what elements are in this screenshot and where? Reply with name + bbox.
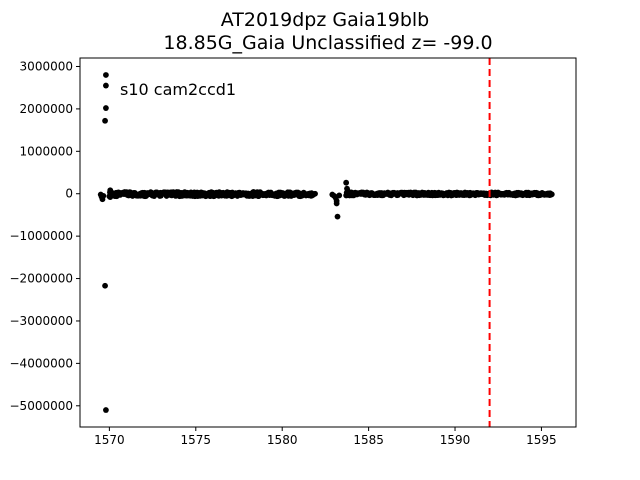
x-axis: 1570 1575 1580 1585 1590 1595	[94, 427, 557, 447]
data-point	[548, 191, 555, 198]
x-tick-label: 1590	[440, 433, 471, 447]
y-tick-label: 2000000	[20, 102, 73, 116]
plot-area	[80, 58, 576, 427]
data-layer	[97, 72, 555, 413]
x-tick-label: 1580	[267, 433, 298, 447]
data-point	[103, 407, 109, 413]
data-point	[103, 82, 109, 89]
x-tick-label: 1575	[181, 433, 212, 447]
x-tick-label: 1570	[94, 433, 125, 447]
data-point	[103, 72, 109, 78]
chart-title-line1: AT2019dpz Gaia19blb	[221, 9, 429, 31]
chart-title-line2: 18.85G_Gaia Unclassified z= -99.0	[163, 32, 492, 54]
data-point	[343, 179, 350, 186]
y-axis: 3000000 2000000 1000000 0 −1000000 −2000000 −3…	[10, 59, 80, 413]
y-tick-label: 0	[65, 187, 73, 201]
x-tick-label: 1595	[526, 433, 557, 447]
data-point	[348, 189, 355, 196]
x-tick-label: 1585	[353, 433, 384, 447]
data-point	[312, 190, 318, 197]
y-tick-label: 3000000	[20, 59, 73, 73]
data-point	[102, 117, 108, 124]
y-tick-label: 1000000	[20, 144, 73, 158]
chart-annotation: s10 cam2ccd1	[120, 80, 236, 99]
plot-frame	[79, 57, 577, 428]
data-point	[107, 194, 114, 201]
data-point	[334, 213, 341, 220]
data-point	[336, 192, 343, 199]
data-point	[100, 192, 107, 199]
data-point	[102, 282, 108, 289]
y-tick-label: −1000000	[10, 229, 74, 243]
data-point	[333, 198, 340, 204]
y-tick-label: −4000000	[10, 356, 74, 370]
data-point	[103, 105, 109, 111]
data-point	[108, 189, 115, 195]
y-tick-label: −5000000	[10, 399, 74, 413]
y-tick-label: −2000000	[10, 272, 74, 286]
y-tick-label: −3000000	[10, 314, 74, 328]
